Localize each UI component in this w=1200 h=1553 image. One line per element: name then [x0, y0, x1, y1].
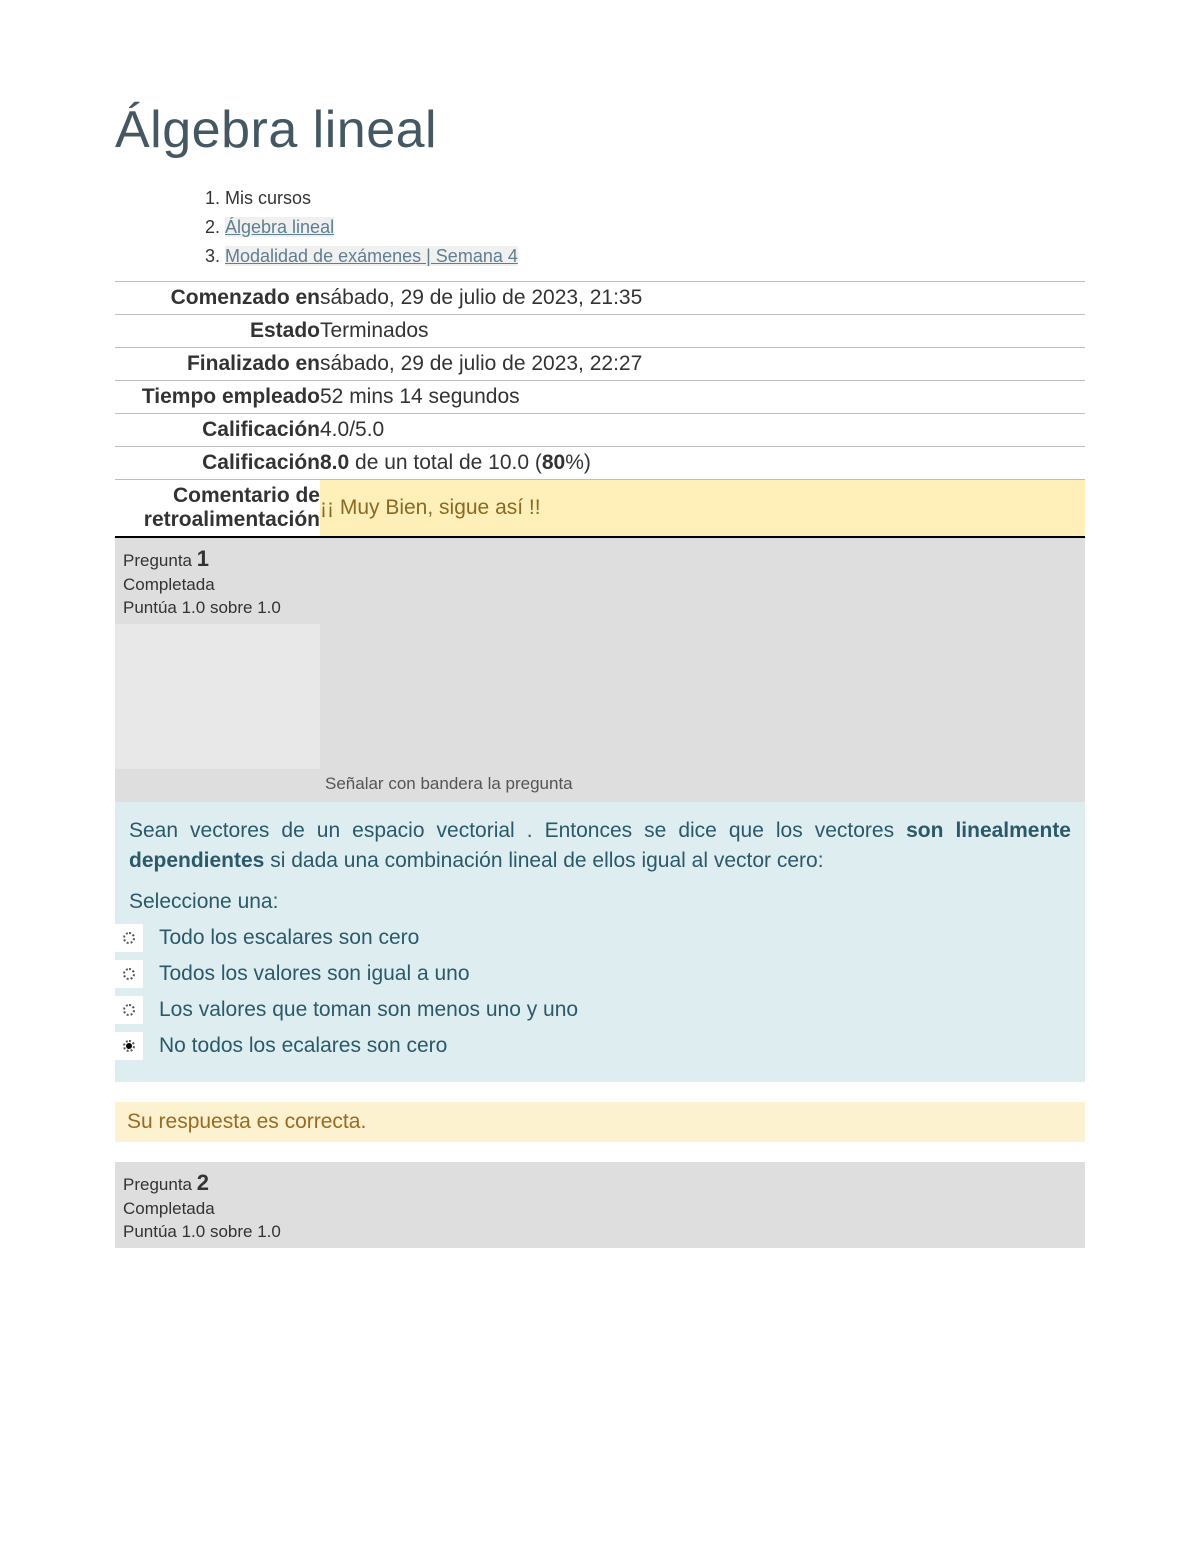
grade-suffix: %): [565, 451, 591, 474]
answer-feedback-correct: Su respuesta es correcta.: [115, 1102, 1085, 1142]
question-1-flag-area: Señalar con bandera la pregunta: [115, 624, 1085, 802]
breadcrumb: Mis cursos Álgebra lineal Modalidad de e…: [115, 184, 1085, 271]
summary-label: Comenzado en: [115, 282, 320, 315]
attempt-summary-table: Comenzado en sábado, 29 de julio de 2023…: [115, 281, 1085, 538]
breadcrumb-label: Mis cursos: [225, 188, 311, 208]
summary-row-grade2: Calificación 8.0 de un total de 10.0 (80…: [115, 447, 1085, 480]
question-score: Puntúa 1.0 sobre 1.0: [123, 597, 1077, 620]
summary-value: 52 mins 14 segundos: [320, 381, 1085, 414]
summary-row-completed: Finalizado en sábado, 29 de julio de 202…: [115, 348, 1085, 381]
summary-value: 4.0/5.0: [320, 414, 1085, 447]
grade-score: 8.0: [320, 451, 349, 474]
breadcrumb-item-my-courses[interactable]: Mis cursos: [225, 184, 1085, 213]
question-score: Puntúa 1.0 sobre 1.0: [123, 1221, 1077, 1244]
summary-row-feedback: Comentario de retroalimentación ¡¡ Muy B…: [115, 480, 1085, 538]
option-row[interactable]: Los valores que toman son menos uno y un…: [129, 992, 1071, 1028]
grade-middle: de un total de 10.0 (: [349, 451, 542, 474]
breadcrumb-label: Álgebra lineal: [225, 217, 334, 237]
question-label: Pregunta: [123, 551, 197, 570]
answer-prompt: Seleccione una:: [129, 890, 1071, 914]
summary-value: sábado, 29 de julio de 2023, 21:35: [320, 282, 1085, 315]
question-status: Completada: [123, 574, 1077, 597]
radio-icon[interactable]: [115, 996, 143, 1024]
breadcrumb-item-exam[interactable]: Modalidad de exámenes | Semana 4: [225, 242, 1085, 271]
summary-row-state: Estado Terminados: [115, 315, 1085, 348]
question-number: 2: [197, 1170, 209, 1195]
summary-row-grade1: Calificación 4.0/5.0: [115, 414, 1085, 447]
summary-label: Tiempo empleado: [115, 381, 320, 414]
page-title: Álgebra lineal: [115, 100, 1085, 160]
summary-label: Calificación: [115, 414, 320, 447]
question-1-body: Sean vectores de un espacio vectorial . …: [115, 802, 1085, 1083]
question-number: 1: [197, 546, 209, 571]
summary-value: sábado, 29 de julio de 2023, 22:27: [320, 348, 1085, 381]
option-text: Todos los valores son igual a uno: [155, 962, 470, 986]
question-1-header: Pregunta 1 Completada Puntúa 1.0 sobre 1…: [115, 538, 1085, 624]
feedback-message: ¡¡ Muy Bien, sigue así !!: [320, 480, 1085, 538]
qtext-after: si dada una combinación lineal de ellos …: [264, 849, 823, 872]
flag-question-link[interactable]: Señalar con bandera la pregunta: [325, 774, 573, 794]
breadcrumb-item-course[interactable]: Álgebra lineal: [225, 213, 1085, 242]
summary-value: Terminados: [320, 315, 1085, 348]
summary-row-time: Tiempo empleado 52 mins 14 segundos: [115, 381, 1085, 414]
option-text: Todo los escalares son cero: [155, 926, 419, 950]
summary-label: Calificación: [115, 447, 320, 480]
radio-icon[interactable]: [115, 960, 143, 988]
question-2-header: Pregunta 2 Completada Puntúa 1.0 sobre 1…: [115, 1162, 1085, 1248]
breadcrumb-label: Modalidad de exámenes | Semana 4: [225, 246, 518, 266]
radio-icon[interactable]: [115, 1032, 143, 1060]
summary-row-started: Comenzado en sábado, 29 de julio de 2023…: [115, 282, 1085, 315]
option-text: Los valores que toman son menos uno y un…: [155, 998, 578, 1022]
summary-label: Comentario de retroalimentación: [115, 480, 320, 538]
flag-placeholder: [115, 624, 320, 769]
radio-icon[interactable]: [115, 924, 143, 952]
option-row[interactable]: No todos los ecalares son cero: [129, 1028, 1071, 1064]
option-text: No todos los ecalares son cero: [155, 1034, 447, 1058]
option-row[interactable]: Todo los escalares son cero: [129, 920, 1071, 956]
summary-label: Estado: [115, 315, 320, 348]
summary-label: Finalizado en: [115, 348, 320, 381]
question-label: Pregunta: [123, 1175, 197, 1194]
grade-percent: 80: [542, 451, 565, 474]
qtext-before: Sean vectores de un espacio vectorial . …: [129, 819, 906, 842]
option-row[interactable]: Todos los valores son igual a uno: [129, 956, 1071, 992]
question-status: Completada: [123, 1198, 1077, 1221]
question-text: Sean vectores de un espacio vectorial . …: [129, 816, 1071, 877]
summary-value: 8.0 de un total de 10.0 (80%): [320, 447, 1085, 480]
